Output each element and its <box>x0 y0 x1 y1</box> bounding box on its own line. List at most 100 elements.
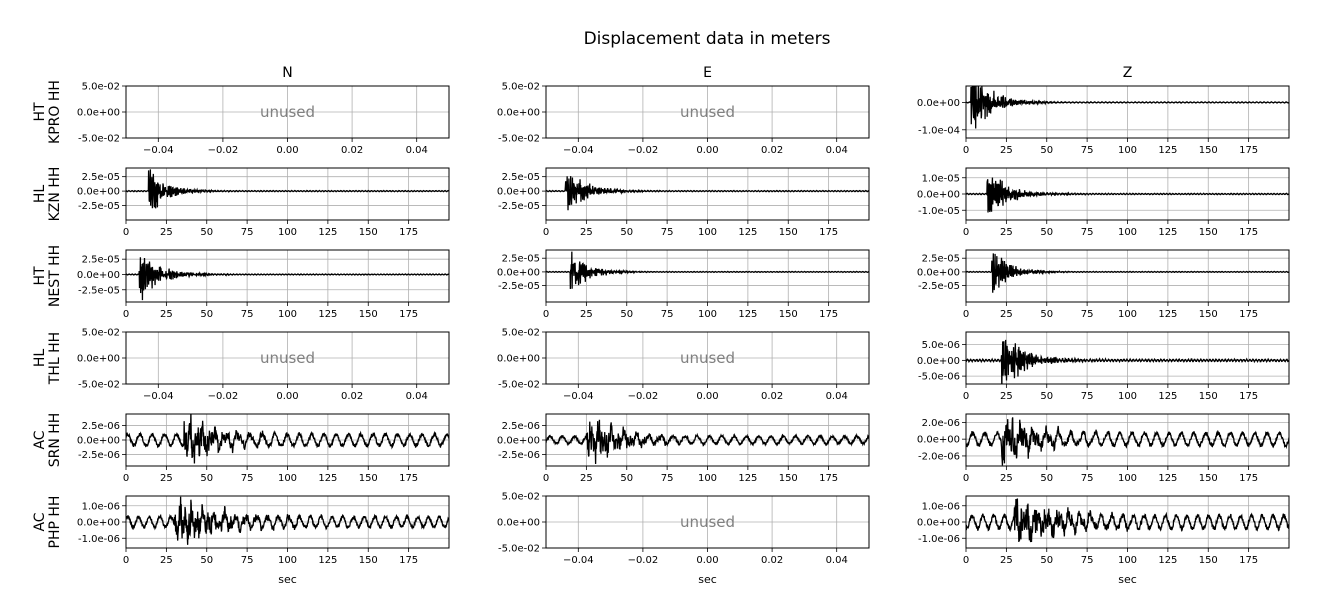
trace-line <box>126 257 449 301</box>
x-tick-label: −0.04 <box>143 391 174 402</box>
x-tick-label: 150 <box>359 227 378 238</box>
y-tick-label: 2.5e-05 <box>922 254 960 265</box>
column-title-e: E <box>703 65 712 81</box>
x-tick-label: 0 <box>963 555 969 566</box>
x-tick-label: 150 <box>1199 309 1218 320</box>
panel-0-n: unused −0.04 −0.02 0.00 0.02 0.04 5.0e-02 0.0e+… <box>77 82 450 156</box>
x-tick-label: 0 <box>543 473 549 484</box>
x-tick-label: 150 <box>779 309 798 320</box>
x-tick-label: 25 <box>580 473 593 484</box>
x-tick-label: 0 <box>123 555 129 566</box>
trace-line <box>966 177 1289 213</box>
trace-line <box>966 339 1289 384</box>
y-tick-label: 0.0e+00 <box>77 270 120 281</box>
x-tick-label: 0 <box>963 391 969 402</box>
y-tick-label: 0.0e+00 <box>917 190 960 201</box>
x-tick-label: 175 <box>819 473 838 484</box>
panel-3-n: unused −0.04 −0.02 0.00 0.02 0.04 5.0e-02 0.0e+… <box>77 328 450 402</box>
x-tick-label: 75 <box>661 309 674 320</box>
y-tick-label: 0.0e+00 <box>497 108 540 119</box>
x-tick-label: 100 <box>1118 555 1137 566</box>
y-tick-label: 2.5e-06 <box>502 421 540 432</box>
x-tick-label: 0 <box>963 145 969 156</box>
panel-5-z: 0 25 50 75 100 125 150 175 1.0e-06 0.0e+00 -1.0e-0… <box>917 495 1290 586</box>
unused-label: unused <box>260 103 315 121</box>
x-tick-label: 175 <box>819 309 838 320</box>
x-tick-label: 100 <box>278 555 297 566</box>
x-tick-label: 125 <box>1158 473 1177 484</box>
x-tick-label: 0.02 <box>341 391 363 402</box>
x-tick-label: 175 <box>399 473 418 484</box>
x-tick-label: 0.02 <box>761 391 783 402</box>
row-label-network: HT <box>32 266 48 286</box>
x-tick-label: 25 <box>580 309 593 320</box>
x-tick-label: 125 <box>318 555 337 566</box>
x-tick-label: 75 <box>1081 473 1094 484</box>
x-tick-label: 0.02 <box>761 555 783 566</box>
y-tick-label: 0.0e+00 <box>917 518 960 529</box>
y-tick-label: -2.5e-06 <box>78 450 120 461</box>
x-tick-label: 25 <box>1000 391 1013 402</box>
y-tick-label: -1.0e-04 <box>918 125 960 136</box>
x-tick-label: −0.04 <box>143 145 174 156</box>
x-tick-label: 0.04 <box>826 555 848 566</box>
x-tick-label: 50 <box>1040 391 1053 402</box>
x-tick-label: 25 <box>1000 145 1013 156</box>
x-tick-label: 125 <box>738 227 757 238</box>
x-tick-label: −0.04 <box>563 391 594 402</box>
y-tick-label: -2.5e-06 <box>498 450 540 461</box>
x-tick-label: 175 <box>1239 555 1258 566</box>
x-tick-label: 25 <box>1000 227 1013 238</box>
y-tick-label: 5.0e-02 <box>82 82 120 93</box>
y-tick-label: 5.0e-02 <box>502 492 540 503</box>
y-tick-label: -2.5e-05 <box>78 285 120 296</box>
panel-1-e: 0 25 50 75 100 125 150 175 2.5e-05 0.0e+00 -2.5e-0… <box>497 167 870 238</box>
x-tick-label: −0.02 <box>208 391 239 402</box>
x-tick-label: 25 <box>1000 555 1013 566</box>
panel-1-z: 0 25 50 75 100 125 150 175 1.0e-05 0.0e+00 -1.0e-0… <box>917 167 1290 238</box>
x-tick-label: 75 <box>241 227 254 238</box>
y-tick-label: -2.5e-05 <box>918 281 960 292</box>
unused-label: unused <box>680 513 735 531</box>
x-tick-label: −0.02 <box>208 145 239 156</box>
x-tick-label: 0.00 <box>696 391 718 402</box>
y-tick-label: 2.5e-05 <box>82 172 120 183</box>
row-label-station: THL HH <box>47 332 63 385</box>
x-tick-label: 50 <box>1040 555 1053 566</box>
x-axis-label: sec <box>1118 573 1137 586</box>
trace-line <box>966 86 1289 129</box>
row-label-network: AC <box>32 430 48 449</box>
x-tick-label: 75 <box>1081 391 1094 402</box>
y-tick-label: 1.0e-06 <box>82 501 120 512</box>
panel-5-n: 0 25 50 75 100 125 150 175 1.0e-06 0.0e+00 -1.0e-0… <box>77 495 450 586</box>
x-tick-label: 100 <box>1118 473 1137 484</box>
y-tick-label: 0.0e+00 <box>77 187 120 198</box>
x-tick-label: 100 <box>1118 309 1137 320</box>
panel-1-n: 0 25 50 75 100 125 150 175 2.5e-05 0.0e+00 -2.5e-0… <box>77 167 450 238</box>
y-tick-label: 2.5e-05 <box>502 172 540 183</box>
x-tick-label: 125 <box>318 473 337 484</box>
x-tick-label: 175 <box>1239 227 1258 238</box>
x-tick-label: 175 <box>1239 473 1258 484</box>
y-tick-label: 0.0e+00 <box>77 108 120 119</box>
x-tick-label: 75 <box>241 309 254 320</box>
y-tick-label: -2.5e-05 <box>78 201 120 212</box>
panel-2-e: 0 25 50 75 100 125 150 175 2.5e-05 0.0e+00 -2.5e-0… <box>497 249 870 320</box>
y-tick-label: -1.0e-06 <box>918 534 960 545</box>
x-tick-label: 150 <box>1199 145 1218 156</box>
y-tick-label: 0.0e+00 <box>917 356 960 367</box>
x-tick-label: 50 <box>620 309 633 320</box>
panel-3-e: unused −0.04 −0.02 0.00 0.02 0.04 5.0e-02 0.0e+… <box>497 328 870 402</box>
row-label-station: KPRO HH <box>47 80 63 144</box>
panel-2-n: 0 25 50 75 100 125 150 175 2.5e-05 0.0e+00 -2.5e-0… <box>77 249 450 320</box>
x-tick-label: 50 <box>200 473 213 484</box>
x-tick-label: −0.04 <box>563 145 594 156</box>
trace-line <box>966 253 1289 293</box>
y-tick-label: 0.0e+00 <box>917 267 960 278</box>
x-tick-label: 150 <box>1199 391 1218 402</box>
x-tick-label: 150 <box>359 473 378 484</box>
y-tick-label: -1.0e-06 <box>78 534 120 545</box>
x-tick-label: 0.04 <box>406 391 428 402</box>
panel-2-z: 0 25 50 75 100 125 150 175 2.5e-05 0.0e+00 -2.5e-0… <box>917 249 1290 320</box>
